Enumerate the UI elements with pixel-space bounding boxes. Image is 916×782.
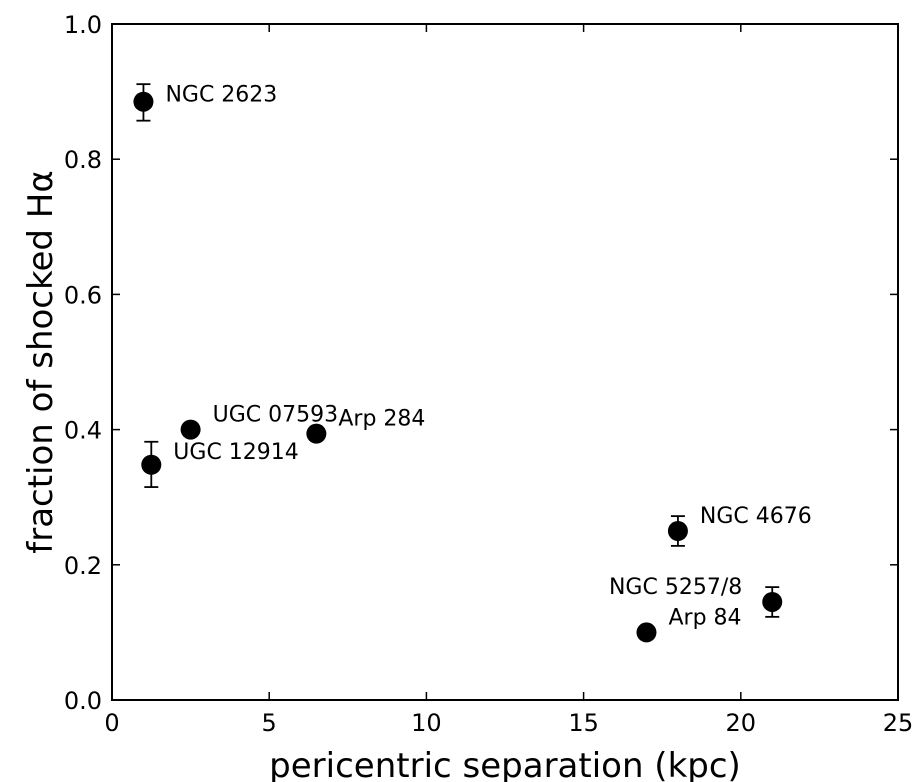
- y-tick-label: 0.0: [64, 687, 102, 715]
- x-tick-label: 20: [726, 709, 757, 737]
- point-label: Arp 84: [668, 605, 741, 630]
- y-tick-label: 1.0: [64, 11, 102, 39]
- x-tick-label: 5: [262, 709, 277, 737]
- data-point: [667, 521, 688, 541]
- data-point: [636, 622, 657, 643]
- y-tick-label: 0.2: [64, 552, 102, 580]
- point-label: NGC 2623: [165, 83, 277, 108]
- x-axis-ticks: 0 5 10 15 20 25: [104, 24, 913, 737]
- data-point: [133, 91, 154, 112]
- point-label: UGC 12914: [173, 440, 298, 465]
- y-tick-label: 0.8: [64, 146, 102, 174]
- point-labels: NGC 2623 UGC 12914 UGC 07593 Arp 284 NGC 467…: [165, 83, 811, 631]
- y-axis-title: fraction of shocked Hα: [21, 170, 61, 554]
- data-point: [306, 423, 327, 444]
- data-points: [133, 91, 783, 643]
- x-tick-label: 0: [104, 709, 119, 737]
- point-label: NGC 5257/8: [609, 575, 742, 600]
- x-axis-title: pericentric separation (kpc): [269, 746, 741, 782]
- y-tick-label: 0.4: [64, 417, 102, 445]
- x-tick-label: 15: [568, 709, 599, 737]
- data-point: [762, 591, 783, 612]
- point-label: UGC 07593: [213, 403, 339, 428]
- data-point: [180, 419, 201, 440]
- point-label: NGC 4676: [700, 504, 812, 529]
- point-label: Arp 284: [338, 407, 425, 432]
- x-tick-label: 10: [411, 709, 442, 737]
- y-tick-label: 0.6: [64, 281, 102, 309]
- x-tick-label: 25: [883, 709, 914, 737]
- plot-frame: [111, 23, 899, 701]
- data-point: [141, 454, 162, 475]
- y-axis-ticks: 0.0 0.2 0.4 0.6 0.8 1.0: [64, 11, 898, 715]
